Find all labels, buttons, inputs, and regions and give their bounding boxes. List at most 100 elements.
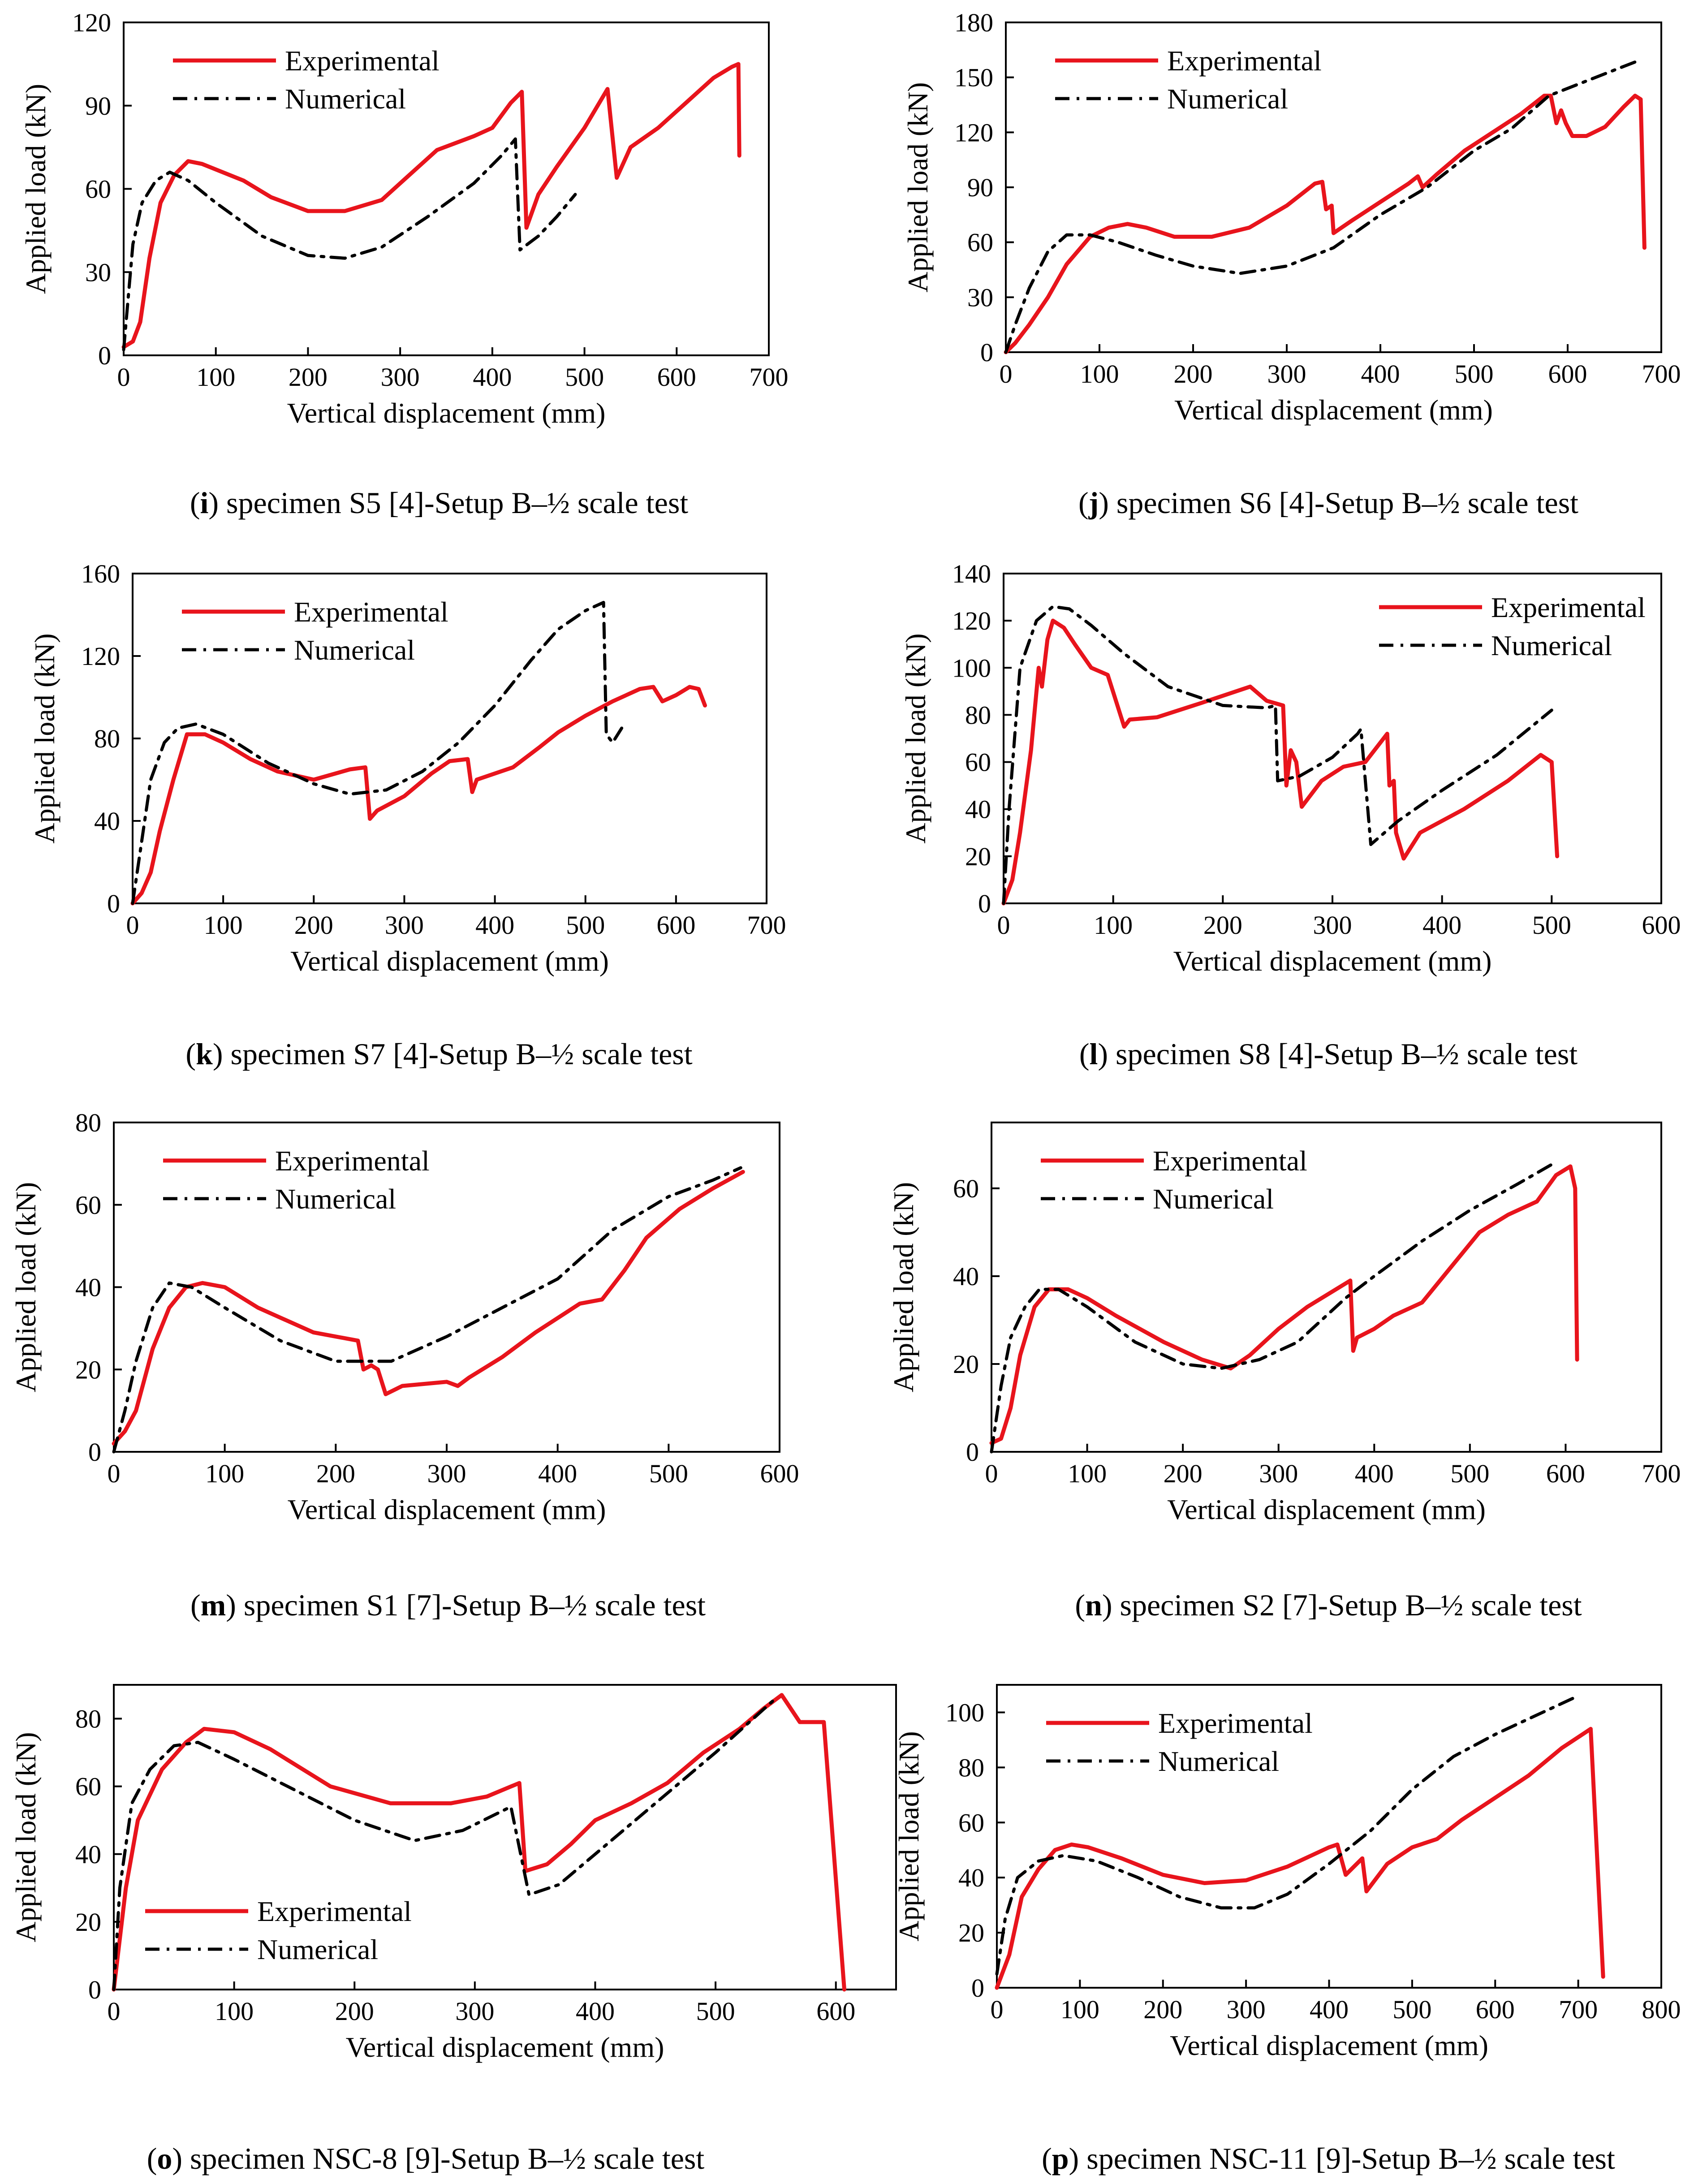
- caption-paren-open: (: [1075, 1588, 1085, 1622]
- x-tick-label: 600: [1642, 911, 1681, 940]
- y-tick-label: 20: [965, 842, 991, 871]
- y-tick-label: 0: [98, 341, 111, 370]
- x-tick-label: 500: [1532, 911, 1571, 940]
- x-axis-title: Vertical displacement (mm): [1167, 1493, 1486, 1525]
- y-axis-title: Applied load (kN): [29, 633, 60, 843]
- x-tick-label: 700: [747, 911, 786, 940]
- legend-label-numerical: Numerical: [1491, 630, 1612, 661]
- y-axis-title: Applied load (kN): [902, 82, 934, 292]
- y-tick-label: 60: [967, 228, 993, 257]
- y-tick-label: 120: [72, 8, 111, 37]
- series-line-experimental: [121, 62, 741, 349]
- caption-paren-open: (: [190, 486, 200, 520]
- x-tick-label: 700: [1642, 359, 1681, 388]
- series-line-experimental: [130, 685, 707, 906]
- x-tick-label: 300: [381, 363, 420, 392]
- caption-paren-open: (: [185, 1037, 196, 1071]
- x-tick-label: 100: [1080, 359, 1119, 388]
- caption-paren-open: (: [147, 2141, 157, 2175]
- x-tick-label: 100: [1094, 911, 1133, 940]
- x-tick-label: 200: [294, 911, 333, 940]
- series-line-numerical: [112, 1696, 777, 1991]
- caption-paren-close: ): [1069, 2141, 1087, 2175]
- legend: Experimental Numerical: [173, 45, 440, 115]
- caption-letter: n: [1085, 1588, 1102, 1622]
- caption-letter: k: [196, 1037, 213, 1071]
- x-tick-label: 600: [656, 911, 695, 940]
- y-tick-label: 80: [965, 700, 991, 729]
- caption-letter: o: [157, 2141, 172, 2175]
- x-tick-label: 0: [997, 911, 1010, 940]
- panel-caption: (p) specimen NSC-11 [9]-Setup B–½ scale …: [1042, 2141, 1615, 2175]
- x-tick-label: 500: [1455, 359, 1494, 388]
- chart-panel-j: 0 100 200 300 400 500 600 700 0 30 60 90 120 150 180 Ve…: [902, 8, 1681, 520]
- caption-text: specimen S6 [4]-Setup B–½ scale test: [1116, 486, 1578, 520]
- plot-frame: [996, 1684, 1662, 1989]
- caption-text: specimen NSC-8 [9]-Setup B–½ scale test: [190, 2141, 704, 2175]
- x-tick-label: 200: [316, 1459, 355, 1488]
- y-tick-label: 60: [75, 1191, 101, 1220]
- series-line-numerical: [1004, 59, 1640, 354]
- legend: Experimental Numerical: [1379, 591, 1646, 661]
- y-axis-title: Applied load (kN): [10, 1732, 42, 1942]
- x-tick-label: 700: [750, 363, 789, 392]
- series-line-numerical: [990, 1160, 1558, 1454]
- y-tick-label: 40: [958, 1863, 984, 1892]
- x-tick-label: 200: [335, 1997, 374, 2026]
- plot-frame: [132, 573, 767, 904]
- y-tick-label: 0: [971, 1973, 984, 2003]
- x-tick-label: 400: [1361, 359, 1400, 388]
- chart-panel-p: 0 100 200 300 400 500 600 700 800 0 20 40 60 80 100 Ver…: [893, 1684, 1681, 2175]
- y-tick-label: 80: [75, 1705, 101, 1734]
- series-line-numerical: [1002, 605, 1553, 905]
- caption-letter: i: [200, 486, 208, 520]
- y-axis-title: Applied load (kN): [900, 633, 931, 843]
- caption-paren-open: (: [190, 1588, 201, 1622]
- y-tick-label: 60: [953, 1174, 979, 1203]
- y-tick-label: 20: [958, 1918, 984, 1947]
- panel-caption: (j) specimen S6 [4]-Setup B–½ scale test: [1078, 486, 1578, 520]
- y-tick-label: 0: [88, 1437, 101, 1467]
- caption-text: specimen S2 [7]-Setup B–½ scale test: [1120, 1588, 1582, 1622]
- y-tick-label: 20: [75, 1355, 101, 1384]
- x-tick-label: 300: [455, 1997, 494, 2026]
- x-tick-label: 0: [1000, 359, 1013, 388]
- series-line-experimental: [1004, 94, 1647, 354]
- x-tick-label: 0: [126, 911, 139, 940]
- legend-label-numerical: Numerical: [275, 1183, 396, 1215]
- legend-label-numerical: Numerical: [257, 1934, 378, 1965]
- y-tick-label: 40: [953, 1262, 979, 1291]
- x-tick-label: 200: [1143, 1995, 1182, 2024]
- x-axis-title: Vertical displacement (mm): [290, 945, 609, 977]
- y-tick-label: 120: [81, 642, 120, 671]
- y-axis-title: Applied load (kN): [888, 1182, 919, 1392]
- x-tick-label: 300: [1267, 359, 1306, 388]
- legend-label-numerical: Numerical: [285, 83, 406, 115]
- y-tick-label: 140: [952, 559, 991, 588]
- legend-label-numerical: Numerical: [294, 634, 415, 666]
- caption-text: specimen NSC-11 [9]-Setup B–½ scale test: [1086, 2141, 1615, 2175]
- caption-letter: j: [1088, 486, 1099, 520]
- x-tick-label: 100: [205, 1459, 244, 1488]
- legend: Experimental Numerical: [145, 1895, 412, 1965]
- caption-letter: m: [201, 1588, 226, 1622]
- y-tick-label: 40: [94, 807, 120, 836]
- caption-text: specimen S1 [7]-Setup B–½ scale test: [244, 1588, 706, 1622]
- x-tick-label: 600: [760, 1459, 799, 1488]
- x-tick-label: 700: [1642, 1459, 1681, 1488]
- y-tick-label: 120: [954, 118, 993, 147]
- x-tick-label: 100: [196, 363, 235, 392]
- caption-paren-open: (: [1078, 486, 1089, 520]
- legend-label-experimental: Experimental: [257, 1895, 412, 1927]
- caption-text: specimen S7 [4]-Setup B–½ scale test: [231, 1037, 693, 1071]
- panel-caption: (i) specimen S5 [4]-Setup B–½ scale test: [190, 486, 688, 520]
- x-tick-label: 500: [1392, 1995, 1431, 2024]
- panel-caption: (o) specimen NSC-8 [9]-Setup B–½ scale t…: [147, 2141, 705, 2175]
- chart-panel-i: 0 100 200 300 400 500 600 700 0 30 60 90 120 Vertical…: [20, 8, 789, 520]
- legend-label-experimental: Experimental: [1167, 45, 1322, 77]
- x-tick-label: 300: [385, 911, 424, 940]
- legend-label-experimental: Experimental: [1153, 1145, 1307, 1177]
- y-tick-label: 80: [75, 1108, 101, 1137]
- caption-paren-open: (: [1079, 1037, 1090, 1071]
- series-line-experimental: [112, 1170, 745, 1446]
